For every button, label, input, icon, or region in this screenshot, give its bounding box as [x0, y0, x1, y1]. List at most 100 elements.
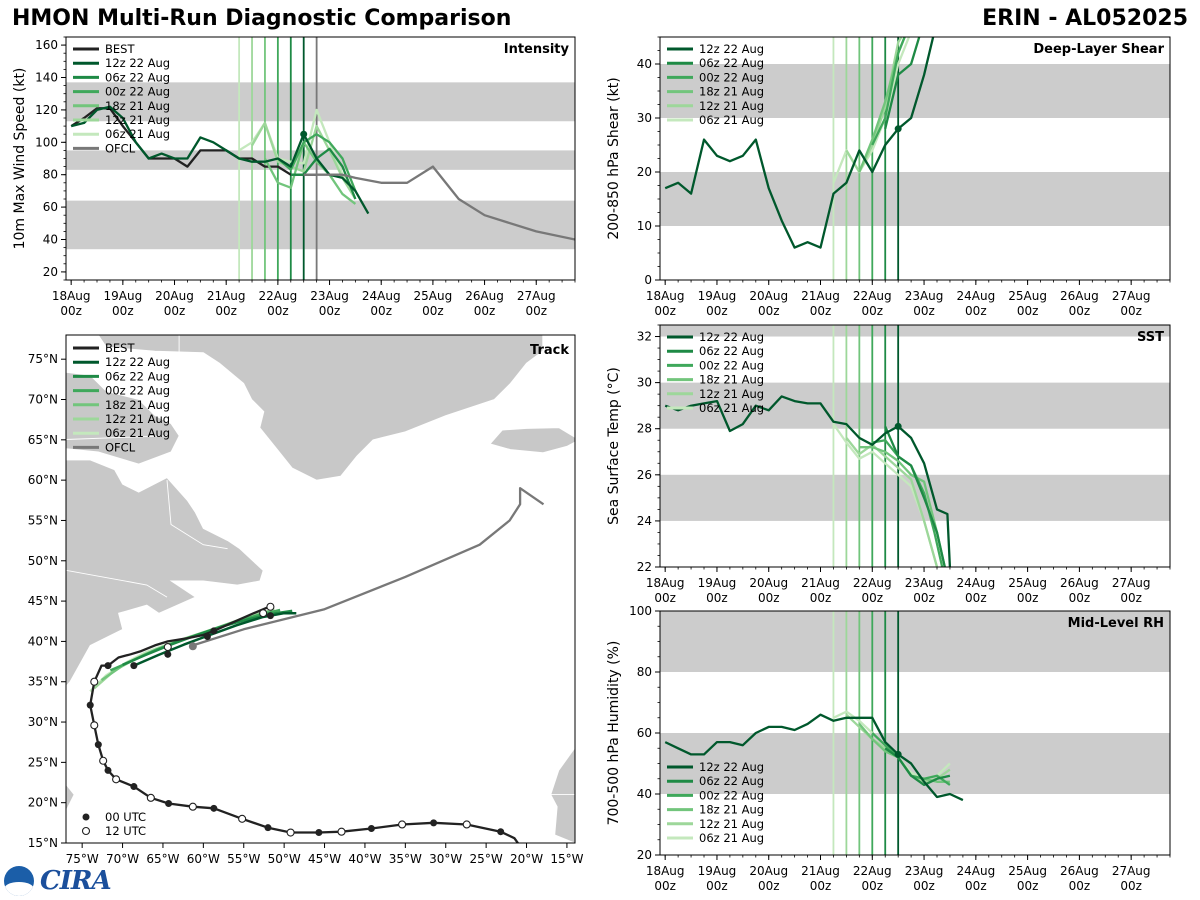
- best-track-12z-marker: [266, 602, 275, 611]
- sst-xtick-label: 00z: [1120, 591, 1142, 605]
- shear-xtick-label: 00z: [965, 304, 987, 318]
- shear-xtick-label: 00z: [706, 304, 728, 318]
- rh-legend-label: 12z 21 Aug: [699, 817, 764, 831]
- best-track-00z-marker: [165, 799, 173, 807]
- best-track-00z-marker: [430, 819, 438, 827]
- track-ytick-label: 20°N: [28, 796, 58, 810]
- rh-xtick-label: 00z: [965, 879, 987, 893]
- intensity-xtick-label: 22Aug: [259, 289, 298, 303]
- intensity-xtick-label: 00z: [422, 304, 444, 318]
- sst-xtick-label: 23Aug: [905, 576, 944, 590]
- rh-legend-label: 06z 21 Aug: [699, 831, 764, 845]
- rh-ytick-label: 60: [637, 726, 652, 740]
- rh-xtick-label: 00z: [1017, 879, 1039, 893]
- shear-ylabel: 200-850 hPa Shear (kt): [606, 77, 622, 239]
- sst-xtick-label: 00z: [1069, 591, 1091, 605]
- best-track-00z-marker: [367, 824, 375, 832]
- rh-legend-label: 12z 22 Aug: [699, 760, 764, 774]
- best-track-12z-marker: [112, 775, 121, 784]
- track-xtick-label: 45°W: [308, 852, 341, 866]
- track-legend-label: 12z 22 Aug: [105, 355, 170, 369]
- noaa-logo-icon: [4, 866, 34, 896]
- sst-ytick-label: 30: [637, 376, 652, 390]
- rh-plot-area: [660, 611, 1170, 855]
- sst-xtick-label: 00z: [654, 591, 676, 605]
- intensity-legend-label: OFCL: [105, 141, 136, 155]
- intensity-series-00z-22-aug: [277, 133, 357, 192]
- track-legend-label: 12z 21 Aug: [105, 412, 170, 426]
- intensity-xtick-label: 19Aug: [103, 289, 142, 303]
- track-ytick-label: 15°N: [28, 836, 58, 850]
- sst-panel-label: SST: [1137, 330, 1164, 345]
- intensity-plot-area: [66, 37, 575, 280]
- intensity-xtick-label: 20Aug: [155, 289, 194, 303]
- intensity-ytick-label: 80: [43, 168, 58, 182]
- track-ytick-label: 25°N: [28, 755, 58, 769]
- track-xtick-label: 20°W: [510, 852, 543, 866]
- shear-legend-label: 12z 22 Aug: [699, 42, 764, 56]
- track-xtick-label: 55°W: [227, 852, 260, 866]
- intensity-xtick-label: 00z: [112, 304, 134, 318]
- best-track-12z-marker: [238, 814, 247, 823]
- rh-xtick-label: 27Aug: [1112, 864, 1151, 878]
- rh-xtick-label: 00z: [706, 879, 728, 893]
- sst-xtick-label: 24Aug: [956, 576, 995, 590]
- intensity-xtick-label: 24Aug: [362, 289, 401, 303]
- track-ytick-label: 75°N: [28, 352, 58, 366]
- rh-ytick-label: 20: [637, 848, 652, 862]
- best-track-00z-marker: [315, 829, 323, 837]
- intensity-xtick-label: 27Aug: [517, 289, 556, 303]
- sst-xtick-label: 00z: [810, 591, 832, 605]
- shear-series-06z-22-aug: [884, 37, 921, 130]
- marker-legend-12z: [81, 826, 91, 836]
- track-ytick-label: 70°N: [28, 393, 58, 407]
- sst-xtick-label: 26Aug: [1060, 576, 1099, 590]
- track-legend-label: 18z 21 Aug: [105, 398, 170, 412]
- intensity-ylabel: 10m Max Wind Speed (kt): [12, 68, 28, 250]
- shear-series-00z-22-aug: [871, 37, 906, 146]
- track-ytick-label: 55°N: [28, 513, 58, 527]
- best-track-00z-marker: [210, 804, 218, 812]
- sst-legend-label: 18z 21 Aug: [699, 373, 764, 387]
- intensity-series-18z-21-aug: [263, 141, 357, 205]
- sst-xtick-label: 22Aug: [853, 576, 892, 590]
- sst-series-12z-21-aug: [845, 437, 939, 567]
- border-labrador: [166, 480, 228, 550]
- sst-ytick-label: 24: [637, 514, 652, 528]
- track-xtick-label: 25°W: [470, 852, 503, 866]
- border-us-canada: [66, 569, 168, 598]
- shear-xtick-label: 18Aug: [646, 289, 685, 303]
- sst-xtick-label: 20Aug: [749, 576, 788, 590]
- shear-xtick-label: 00z: [861, 304, 883, 318]
- intensity-current-marker: [300, 130, 308, 138]
- track-xtick-label: 75°W: [66, 852, 99, 866]
- best-track-12z-marker: [146, 793, 155, 802]
- marker-legend-label: 00 UTC: [105, 810, 146, 824]
- sst-xtick-label: 18Aug: [646, 576, 685, 590]
- sst-band: [660, 325, 1170, 337]
- best-track-00z-marker: [104, 662, 112, 670]
- shear-xtick-label: 20Aug: [749, 289, 788, 303]
- best-track-12z-marker: [337, 827, 346, 836]
- sst-xtick-label: 00z: [965, 591, 987, 605]
- intensity-xtick-label: 00z: [164, 304, 186, 318]
- rh-xtick-label: 00z: [758, 879, 780, 893]
- shear-xtick-label: 00z: [1120, 304, 1142, 318]
- rh-legend-label: 06z 22 Aug: [699, 774, 764, 788]
- track-legend-label: 06z 22 Aug: [105, 369, 170, 383]
- sst-series-12z-22-aug: [664, 395, 952, 567]
- sst-legend-label: 12z 22 Aug: [699, 330, 764, 344]
- intensity-ytick-label: 140: [35, 71, 58, 85]
- intensity-ytick-label: 160: [35, 38, 58, 52]
- intensity-xtick-label: 00z: [267, 304, 289, 318]
- rh-xtick-label: 23Aug: [905, 864, 944, 878]
- rh-legend-label: 18z 21 Aug: [699, 803, 764, 817]
- intensity-panel: 2040608010012014016018Aug00z19Aug00z20Au…: [12, 36, 576, 318]
- best-track-00z-marker: [266, 612, 274, 620]
- track-ytick-label: 35°N: [28, 675, 58, 689]
- track-panel: 75°W 70°W 65°W 60°W 55°W 50°W 45°W 40°W 35°W 30°W…: [28, 334, 584, 866]
- intensity-xtick-label: 00z: [474, 304, 496, 318]
- sst-xtick-label: 19Aug: [698, 576, 737, 590]
- sst-ytick-label: 26: [637, 468, 652, 482]
